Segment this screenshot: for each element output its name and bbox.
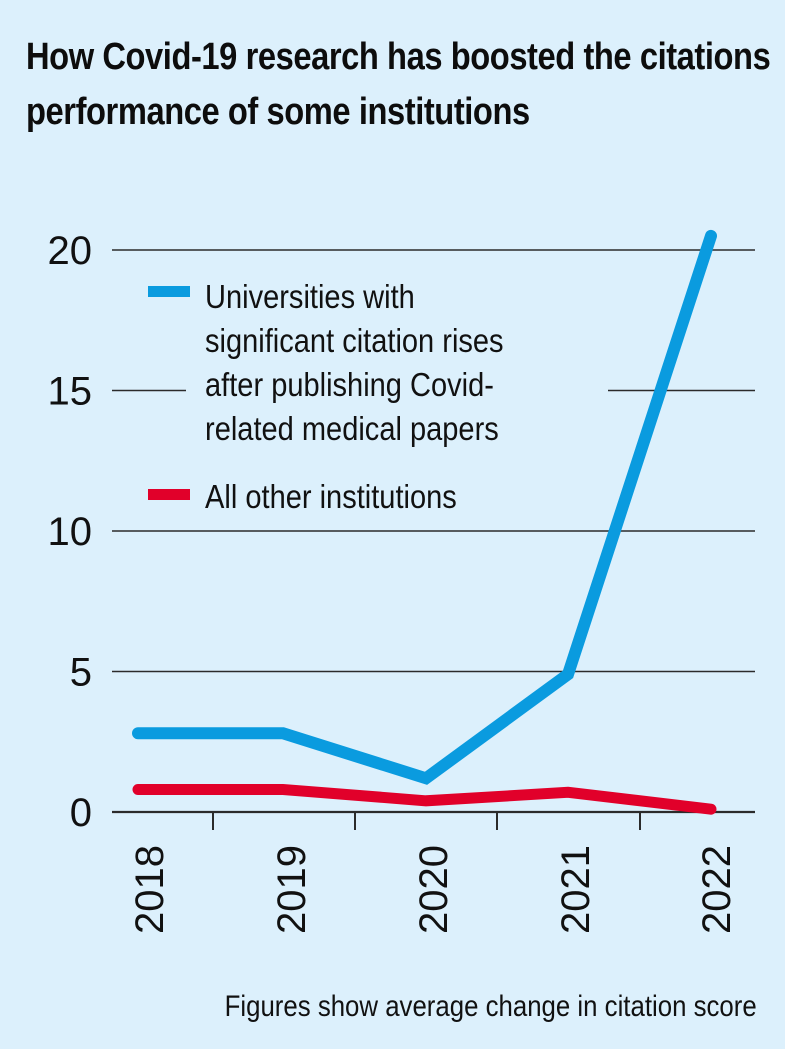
- x-axis: 2018 2019 2020 2021 2022: [128, 812, 739, 934]
- y-tick-label: 15: [48, 370, 93, 414]
- legend-label-all-others: All other institutions: [205, 478, 457, 515]
- x-tick-label: 2022: [695, 845, 739, 934]
- legend: Universities with significant citation ri…: [148, 278, 504, 515]
- y-tick-label: 20: [48, 229, 93, 273]
- legend-label-universities: Universities with: [205, 278, 415, 315]
- x-tick-label: 2018: [128, 845, 172, 934]
- series-line-all-others: [132, 784, 717, 815]
- x-tick-label: 2020: [412, 845, 456, 934]
- y-tick-label: 0: [70, 791, 92, 835]
- chart-title: How Covid-19 research has boosted the ci…: [26, 36, 771, 133]
- y-axis-labels: 0 5 10 15 20: [48, 229, 93, 835]
- y-tick-label: 5: [70, 651, 92, 695]
- x-tick-label: 2019: [270, 845, 314, 934]
- gridlines: [112, 249, 755, 814]
- series-line-universities: [132, 229, 717, 785]
- data-series: [132, 229, 717, 815]
- legend-swatch-all-others: [148, 489, 190, 500]
- legend-swatch-universities: [148, 286, 190, 297]
- x-tick-label: 2021: [554, 845, 598, 934]
- legend-label-universities: significant citation rises: [205, 322, 504, 359]
- legend-label-universities: related medical papers: [205, 410, 499, 447]
- y-tick-label: 10: [48, 510, 93, 554]
- legend-label-universities: after publishing Covid-: [205, 366, 494, 403]
- footnote: Figures show average change in citation …: [224, 990, 757, 1023]
